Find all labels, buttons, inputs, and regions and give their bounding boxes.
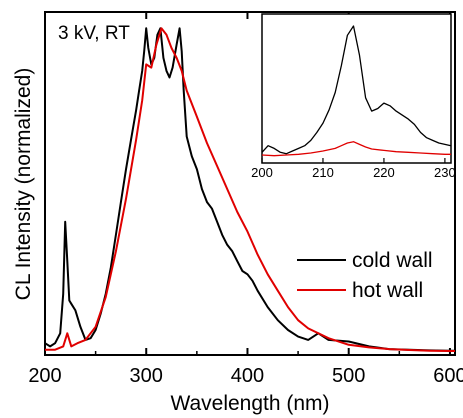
inset-x-tick-label-200: 200 (251, 165, 273, 180)
x-tick-label-300: 300 (130, 365, 163, 387)
x-tick-label-500: 500 (332, 365, 365, 387)
inset-x-tick-label-230: 230 (434, 165, 456, 180)
measurement-condition-annotation: 3 kV, RT (58, 23, 130, 44)
x-axis-label: Wavelength (nm) (170, 392, 329, 415)
legend-label-hot-wall: hot wall (352, 279, 423, 302)
inset-series-line-cold-wall (261, 25, 452, 155)
y-axis-label: CL Intensity (normalized) (12, 68, 35, 301)
plot-frame (44, 11, 456, 356)
legend: cold wall hot wall (297, 249, 433, 302)
inset-axis-ticks (261, 158, 446, 163)
inset-series-lines (261, 25, 452, 157)
x-axis-tick-labels: 200 300 400 500 600 (28, 365, 463, 387)
x-tick-label-400: 400 (231, 365, 264, 387)
inset-axis-tick-labels: 200 210 220 230 (251, 165, 456, 180)
inset-series-line-hot-wall (261, 141, 451, 157)
inset-frame (261, 13, 452, 164)
x-tick-label-200: 200 (28, 365, 61, 387)
inset-x-tick-label-210: 210 (312, 165, 334, 180)
series-line-hot-wall (45, 27, 455, 352)
x-tick-label-600: 600 (433, 365, 463, 387)
inset-x-tick-label-220: 220 (373, 165, 395, 180)
legend-label-cold-wall: cold wall (352, 249, 433, 272)
main-series-lines (44, 27, 455, 352)
